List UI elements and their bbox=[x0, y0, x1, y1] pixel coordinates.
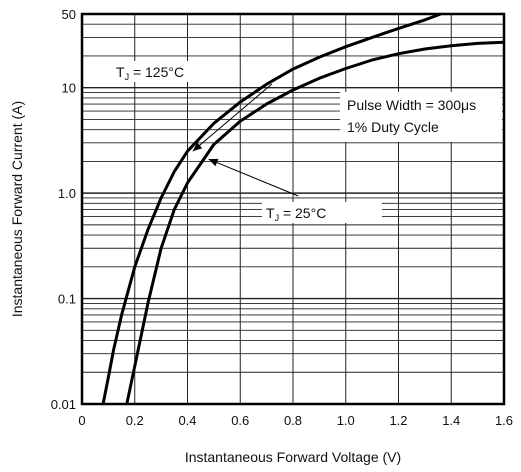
x-tick-label: 0 bbox=[78, 413, 85, 428]
series-curves bbox=[101, 12, 505, 405]
pulse-note-line: 1% Duty Cycle bbox=[347, 119, 439, 135]
annotations: TJ = 125°C TJ = 25°C Pulse Width = 300μs 1%… bbox=[112, 61, 502, 223]
x-tick-label: 1.0 bbox=[337, 413, 355, 428]
x-tick-label: 0.2 bbox=[126, 413, 144, 428]
label-tj-125: TJ = 125°C bbox=[112, 61, 232, 82]
curve-tj-125 bbox=[101, 12, 442, 405]
y-axis-label: Instantaneous Forward Current (A) bbox=[9, 101, 25, 317]
label-tj-25-text: TJ = 25°C bbox=[266, 205, 326, 223]
y-tick-label: 0.01 bbox=[51, 397, 76, 412]
leader-125-line bbox=[192, 83, 273, 152]
plot-frame bbox=[80, 12, 506, 406]
curve-tj-25 bbox=[125, 40, 505, 405]
label-tj-125-text: TJ = 125°C bbox=[116, 64, 184, 82]
pulse-note-line: Pulse Width = 300μs bbox=[347, 97, 476, 113]
x-tick-label: 0.8 bbox=[284, 413, 302, 428]
leader-25-line bbox=[208, 158, 299, 197]
label-tj-125-bg bbox=[112, 61, 232, 82]
x-tick-label: 0.6 bbox=[231, 413, 249, 428]
x-tick-label: 1.2 bbox=[389, 413, 407, 428]
tick-labels: 0 0.2 0.4 0.6 0.8 1.0 1.2 1.4 1.6 0.01 0.1 1.0 10 50 bbox=[51, 7, 513, 428]
y-tick-label: 50 bbox=[62, 7, 76, 22]
x-axis-label: Instantaneous Forward Voltage (V) bbox=[185, 449, 401, 465]
label-tj-25: TJ = 25°C bbox=[262, 202, 382, 223]
y-tick-label: 1.0 bbox=[58, 186, 76, 201]
leader-25-arrowhead bbox=[208, 158, 219, 167]
pulse-note: Pulse Width = 300μs 1% Duty Cycle bbox=[340, 92, 502, 142]
x-tick-label: 1.4 bbox=[442, 413, 460, 428]
y-tick-label: 0.1 bbox=[58, 292, 76, 307]
pulse-note-bg bbox=[340, 92, 502, 142]
label-tj-25-bg bbox=[262, 202, 382, 223]
y-tick-label: 10 bbox=[62, 81, 76, 96]
x-tick-label: 0.4 bbox=[178, 413, 196, 428]
x-tick-label: 1.6 bbox=[495, 413, 513, 428]
leader-125-arrowhead bbox=[192, 142, 203, 152]
